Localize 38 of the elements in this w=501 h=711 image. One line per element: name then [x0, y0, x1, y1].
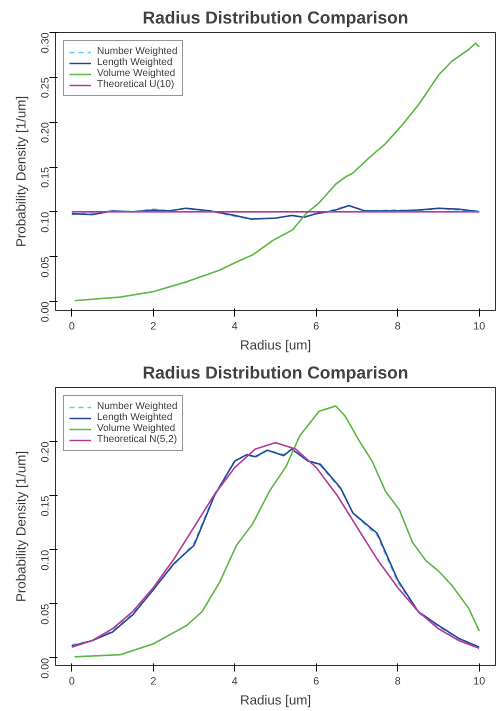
x-tick-label: 8	[394, 676, 401, 688]
y-tick-label: 0.20	[40, 442, 52, 462]
y-tick-label: 0.30	[40, 32, 52, 54]
x-tick-label: 4	[232, 320, 238, 332]
y-tick-label: 0.05	[40, 604, 52, 625]
x-tick-label: 8	[394, 320, 401, 332]
y-axis-title: Probability Density [1/um]	[14, 96, 28, 248]
legend-label: Length Weighted	[97, 412, 172, 423]
y-tick-label: 0.00	[40, 658, 52, 679]
legend-label: Length Weighted	[97, 57, 172, 68]
x-tick-label: 6	[313, 676, 320, 688]
y-tick-label: 0.20	[40, 122, 52, 143]
legend-label: Theoretical N(5,2)	[97, 434, 178, 445]
chart-title: Radius Distribution Comparison	[142, 362, 408, 382]
chart-title: Radius Distribution Comparison	[142, 8, 408, 28]
x-tick-label: 0	[68, 320, 75, 332]
x-axis-title: Radius [um]	[240, 338, 312, 352]
legend-label: Theoretical U(10)	[97, 79, 174, 90]
y-tick-label: 0.15	[40, 166, 52, 188]
x-tick-label: 6	[313, 320, 320, 332]
legend-label: Volume Weighted	[97, 423, 176, 434]
y-tick-label: 0.25	[40, 77, 52, 98]
x-tick-label: 4	[232, 676, 238, 688]
y-tick-label: 0.00	[40, 301, 52, 322]
x-tick-label: 10	[473, 676, 486, 688]
x-tick-label: 0	[68, 676, 75, 688]
y-tick-label: 0.15	[40, 496, 52, 516]
y-tick-label: 0.05	[40, 256, 52, 278]
x-tick-label: 2	[150, 320, 156, 332]
legend-label: Volume Weighted	[97, 68, 176, 79]
x-tick-label: 2	[150, 676, 156, 688]
y-axis-title: Probability Density [1/um]	[14, 450, 28, 602]
legend-label: Number Weighted	[97, 401, 178, 412]
x-axis-title: Radius [um]	[240, 692, 312, 708]
y-tick-label: 0.10	[40, 550, 52, 570]
y-tick-label: 0.10	[40, 212, 52, 233]
legend-label: Number Weighted	[97, 46, 178, 57]
x-tick-label: 10	[473, 320, 486, 332]
